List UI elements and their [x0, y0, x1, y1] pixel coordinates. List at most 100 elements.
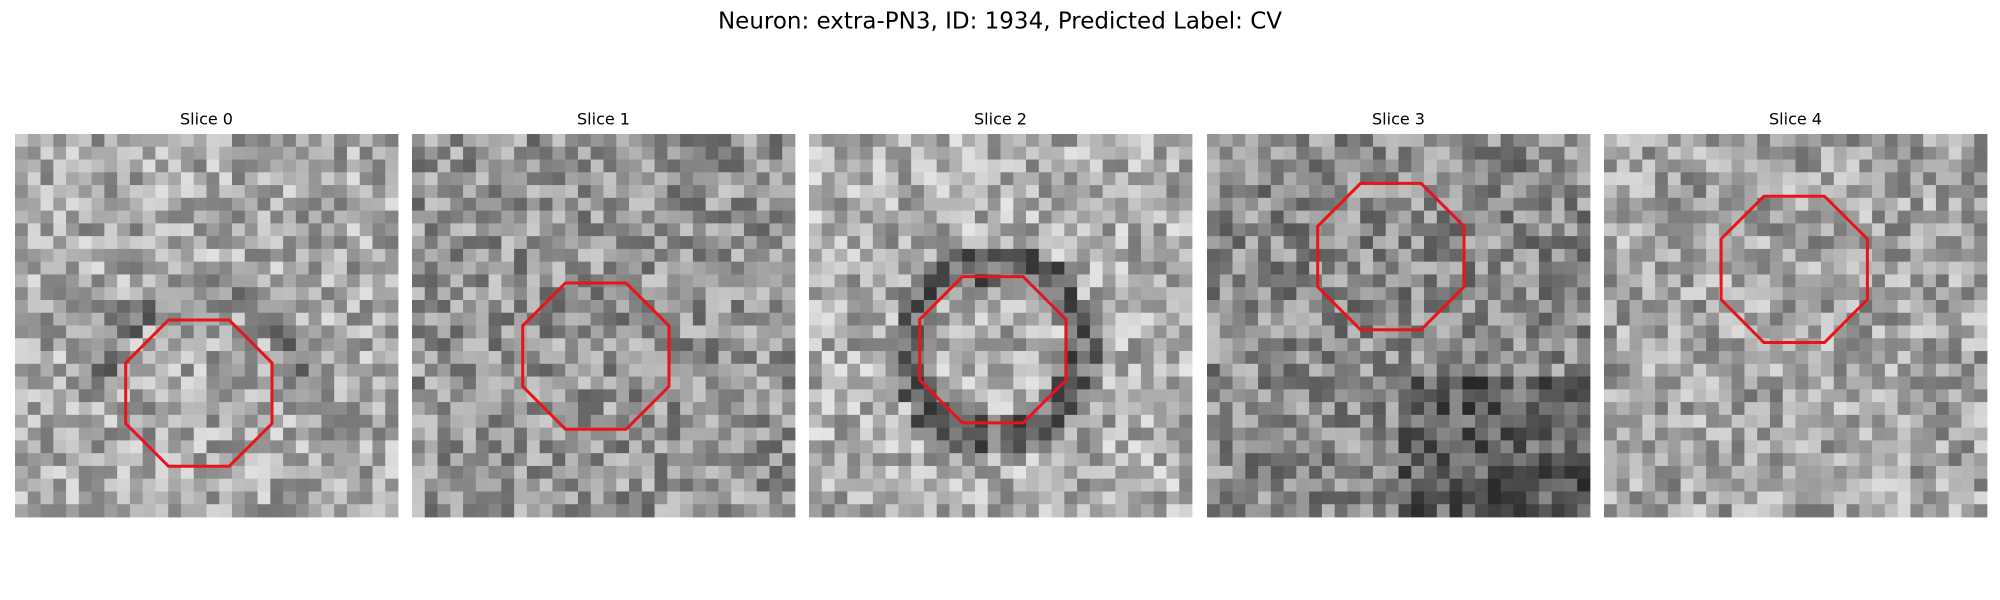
- pixel: [809, 248, 823, 263]
- pixel: [1923, 325, 1937, 339]
- pixel: [1782, 363, 1796, 377]
- pixel: [372, 134, 386, 148]
- pixel: [1961, 134, 1975, 148]
- pixel: [1604, 402, 1618, 416]
- pixel: [219, 172, 233, 186]
- panel-title: Slice 3: [1372, 110, 1425, 129]
- pixel: [1411, 478, 1425, 492]
- pixel: [809, 274, 823, 288]
- pixel: [168, 248, 182, 263]
- pixel: [1629, 325, 1643, 339]
- pixel: [1372, 287, 1387, 301]
- pixel: [782, 363, 796, 377]
- pixel: [1757, 338, 1771, 352]
- pixel: [1642, 146, 1656, 160]
- pixel: [692, 248, 707, 263]
- pixel: [1706, 453, 1720, 467]
- pixel: [1026, 236, 1040, 250]
- pixel: [1616, 134, 1630, 148]
- pixel: [1629, 210, 1643, 224]
- pixel: [372, 312, 386, 326]
- pixel: [821, 453, 835, 467]
- pixel: [1219, 376, 1233, 390]
- pixel: [1744, 427, 1758, 441]
- pixel: [974, 491, 989, 505]
- pixel: [1744, 402, 1758, 416]
- pixel: [1179, 146, 1193, 160]
- pixel: [1166, 402, 1180, 416]
- pixel: [872, 261, 886, 275]
- pixel: [1680, 210, 1694, 224]
- pixel: [1693, 478, 1707, 492]
- pixel: [911, 274, 925, 288]
- pixel: [66, 478, 80, 492]
- pixel: [1179, 504, 1193, 518]
- pixel: [437, 159, 451, 173]
- pixel: [680, 236, 694, 250]
- pixel: [1680, 299, 1694, 314]
- pixel: [1795, 248, 1809, 263]
- pixel: [872, 197, 886, 211]
- pixel: [385, 325, 399, 339]
- pixel: [27, 248, 41, 263]
- pixel: [1910, 491, 1924, 505]
- pixel: [847, 274, 861, 288]
- pixel: [616, 389, 630, 403]
- pixel: [346, 440, 361, 454]
- pixel: [424, 197, 438, 211]
- pixel: [283, 414, 297, 429]
- pixel: [206, 453, 220, 467]
- pixel: [1897, 261, 1911, 275]
- pixel: [911, 287, 925, 301]
- pixel: [872, 210, 886, 224]
- pixel: [898, 338, 912, 352]
- pixel: [565, 478, 579, 492]
- pixel: [756, 504, 770, 518]
- pixel: [1321, 363, 1336, 377]
- pixel: [1935, 299, 1950, 314]
- pixel: [641, 210, 655, 224]
- pixel: [654, 223, 668, 237]
- pixel: [680, 338, 694, 352]
- pixel: [1347, 159, 1361, 173]
- pixel: [270, 414, 284, 429]
- pixel: [1000, 287, 1014, 301]
- pixel: [1128, 287, 1142, 301]
- pixel: [1526, 248, 1540, 263]
- pixel: [1166, 491, 1180, 505]
- pixel: [1424, 402, 1438, 416]
- pixel: [1334, 134, 1348, 148]
- pixel: [743, 453, 758, 467]
- pixel: [15, 504, 29, 518]
- pixel: [1935, 465, 1950, 480]
- pixel: [1513, 223, 1527, 237]
- pixel: [463, 236, 477, 250]
- pixel: [1782, 172, 1796, 186]
- pixel: [1128, 465, 1142, 480]
- pixel: [1884, 453, 1899, 467]
- pixel: [1270, 440, 1284, 454]
- pixel: [40, 465, 54, 480]
- pixel: [1140, 274, 1155, 288]
- pixel: [1207, 351, 1221, 365]
- pixel: [577, 185, 592, 199]
- pixel: [1757, 274, 1771, 288]
- pixel: [1884, 389, 1899, 403]
- pixel: [641, 453, 655, 467]
- pixel: [1153, 299, 1167, 314]
- pixel: [526, 465, 541, 480]
- pixel: [1102, 312, 1116, 326]
- pixel: [1500, 376, 1514, 390]
- pixel: [1821, 248, 1835, 263]
- pixel: [756, 287, 770, 301]
- pixel: [705, 440, 719, 454]
- pixel: [1115, 146, 1129, 160]
- pixel: [450, 299, 464, 314]
- pixel: [424, 274, 438, 288]
- pixel: [1706, 312, 1720, 326]
- pixel: [809, 338, 823, 352]
- pixel: [603, 312, 617, 326]
- pixel: [526, 363, 541, 377]
- pixel: [1347, 312, 1361, 326]
- pixel: [809, 172, 823, 186]
